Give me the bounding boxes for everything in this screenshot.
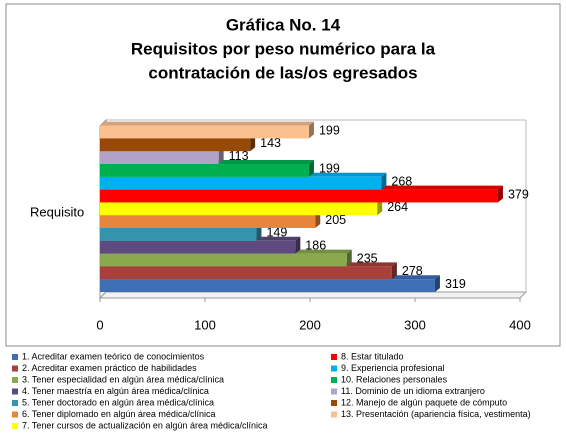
bar	[100, 240, 296, 254]
bar-side	[308, 121, 314, 139]
bar-side	[497, 185, 503, 203]
data-label: 264	[387, 200, 408, 214]
legend-swatch	[12, 377, 18, 383]
bar	[100, 266, 392, 280]
bar-side	[434, 275, 440, 292]
bar	[100, 164, 309, 177]
bar	[100, 215, 316, 228]
data-label: 278	[402, 264, 423, 278]
legend-swatch	[331, 400, 337, 406]
legend-label: 3. Tener especialidad en algún área médi…	[22, 374, 224, 384]
data-label: 319	[445, 277, 466, 291]
bar	[100, 138, 251, 152]
bar-side	[381, 172, 387, 190]
legend-swatch	[331, 411, 337, 418]
data-label: 186	[305, 238, 326, 252]
data-label: 379	[508, 187, 529, 201]
bar-side	[315, 211, 321, 228]
data-label: 143	[260, 136, 281, 150]
legend-label: 6. Tener diplomado en algún área médica/…	[22, 409, 215, 419]
legend-swatch	[331, 388, 337, 395]
bar-side	[346, 249, 352, 267]
legend-swatch	[331, 365, 337, 372]
legend-label: 13. Presentación (apariencia física, ves…	[341, 409, 531, 419]
bar	[100, 176, 382, 190]
legend-swatch	[331, 377, 337, 383]
floor	[98, 291, 528, 299]
bar	[100, 228, 257, 241]
legend-label: 9. Experiencia profesional	[341, 363, 445, 373]
legend-label: 8. Estar titulado	[341, 351, 404, 361]
chart-title: Requisitos por peso numérico para la	[131, 39, 436, 58]
x-tick-label: 200	[299, 317, 321, 332]
bar	[100, 253, 347, 267]
bar	[100, 189, 498, 203]
data-label: 113	[229, 149, 249, 163]
chart-title: contratación de las/os egresados	[148, 63, 417, 82]
data-label: 205	[325, 213, 346, 227]
legend-swatch	[12, 365, 18, 372]
bar	[100, 279, 435, 292]
category-label: Requisito	[30, 204, 84, 219]
data-label: 268	[391, 174, 412, 188]
legend-swatch	[12, 400, 18, 406]
chart-title: Gráfica No. 14	[226, 15, 341, 34]
x-tick-label: 0	[96, 317, 103, 332]
legend-label: 5. Tener doctorado en algún área médica/…	[22, 397, 214, 407]
legend-swatch	[12, 388, 18, 395]
bar-side	[391, 262, 397, 280]
legend-label: 4. Tener maestría en algún área médica/c…	[22, 386, 209, 396]
legend-swatch	[331, 354, 337, 360]
legend-swatch	[12, 423, 18, 429]
legend-label: 11. Dominio de un idioma extranjero	[341, 386, 485, 396]
bar-side	[218, 147, 224, 164]
bar	[100, 125, 309, 139]
x-tick-label: 300	[404, 317, 426, 332]
legend-label: 2. Acreditar examen práctico de habilida…	[22, 363, 197, 373]
legend-label: 1. Acreditar examen teórico de conocimie…	[22, 351, 205, 361]
legend-swatch	[12, 354, 18, 360]
legend-label: 12. Manejo de algún paquete de cómputo	[341, 397, 507, 407]
bar-side	[377, 198, 383, 216]
legend-swatch	[12, 411, 18, 418]
legend-label: 10. Relaciones personales	[341, 374, 448, 384]
x-tick-label: 400	[509, 317, 531, 332]
bar-side	[256, 224, 262, 241]
data-label: 199	[319, 123, 340, 137]
bar-side	[295, 236, 301, 254]
bar	[100, 202, 378, 216]
data-label: 149	[266, 226, 287, 240]
bar-side	[250, 134, 256, 152]
bar	[100, 151, 219, 164]
x-tick-label: 100	[194, 317, 216, 332]
data-label: 235	[357, 251, 378, 265]
legend-label: 7. Tener cursos de actualización en algú…	[22, 420, 267, 430]
bar-side	[308, 160, 314, 177]
data-label: 199	[319, 162, 340, 176]
bar-top	[100, 121, 314, 126]
